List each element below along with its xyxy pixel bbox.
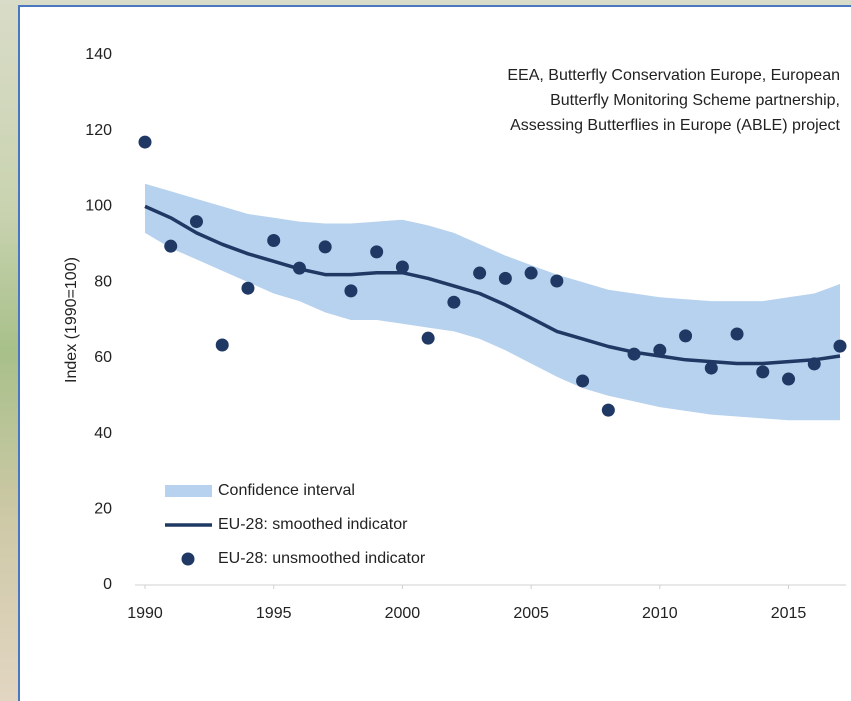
data-point — [473, 267, 486, 280]
x-tick-label: 2005 — [513, 605, 549, 622]
data-point — [319, 240, 332, 253]
y-tick-label: 20 — [94, 501, 112, 518]
data-point — [241, 282, 254, 295]
data-point — [447, 296, 460, 309]
data-point — [164, 240, 177, 253]
y-tick-label: 80 — [94, 273, 112, 290]
data-point — [422, 332, 435, 345]
y-tick-label: 0 — [103, 576, 112, 593]
data-point — [602, 404, 615, 417]
data-point — [756, 365, 769, 378]
data-point — [396, 261, 409, 274]
data-point — [293, 262, 306, 275]
data-point — [190, 215, 203, 228]
x-tick-label: 1990 — [127, 605, 163, 622]
x-tick-label: 2015 — [771, 605, 807, 622]
y-tick-label: 40 — [94, 425, 112, 442]
x-tick-label: 2010 — [642, 605, 678, 622]
data-point — [679, 329, 692, 342]
data-point — [628, 348, 641, 361]
legend-swatch — [182, 553, 195, 566]
data-point — [834, 340, 847, 353]
annotation: EEA, Butterfly Conservation Europe, Euro… — [507, 67, 840, 84]
data-point — [525, 267, 538, 280]
data-point — [139, 136, 152, 149]
annotation: Assessing Butterflies in Europe (ABLE) p… — [510, 117, 840, 134]
data-point — [653, 344, 666, 357]
legend-label: Confidence interval — [218, 482, 355, 499]
data-point — [550, 275, 563, 288]
legend-label: EU-28: smoothed indicator — [218, 516, 408, 533]
data-point — [576, 374, 589, 387]
data-point — [267, 234, 280, 247]
page: {"chart_data": {"type": "line", "y_label… — [0, 0, 851, 701]
y-tick-label: 60 — [94, 349, 112, 366]
legend-swatch — [165, 485, 212, 497]
confidence-band — [145, 184, 840, 421]
data-point — [705, 362, 718, 375]
data-point — [731, 328, 744, 341]
data-point — [370, 245, 383, 258]
data-point — [782, 373, 795, 386]
y-tick-label: 120 — [85, 122, 112, 139]
legend-label: EU-28: unsmoothed indicator — [218, 550, 426, 567]
x-tick-label: 1995 — [256, 605, 292, 622]
y-axis-label: Index (1990=100) — [63, 257, 80, 383]
data-point — [216, 338, 229, 351]
data-point — [499, 272, 512, 285]
data-point — [808, 357, 821, 370]
y-tick-label: 140 — [85, 46, 112, 63]
chart: Index (1990=100) 0 20 40 60 80 100 120 140 1990 1… — [0, 0, 851, 701]
annotation: Butterfly Monitoring Scheme partnership, — [550, 92, 840, 109]
x-tick-label: 2000 — [385, 605, 421, 622]
y-tick-label: 100 — [85, 198, 112, 215]
data-point — [344, 284, 357, 297]
